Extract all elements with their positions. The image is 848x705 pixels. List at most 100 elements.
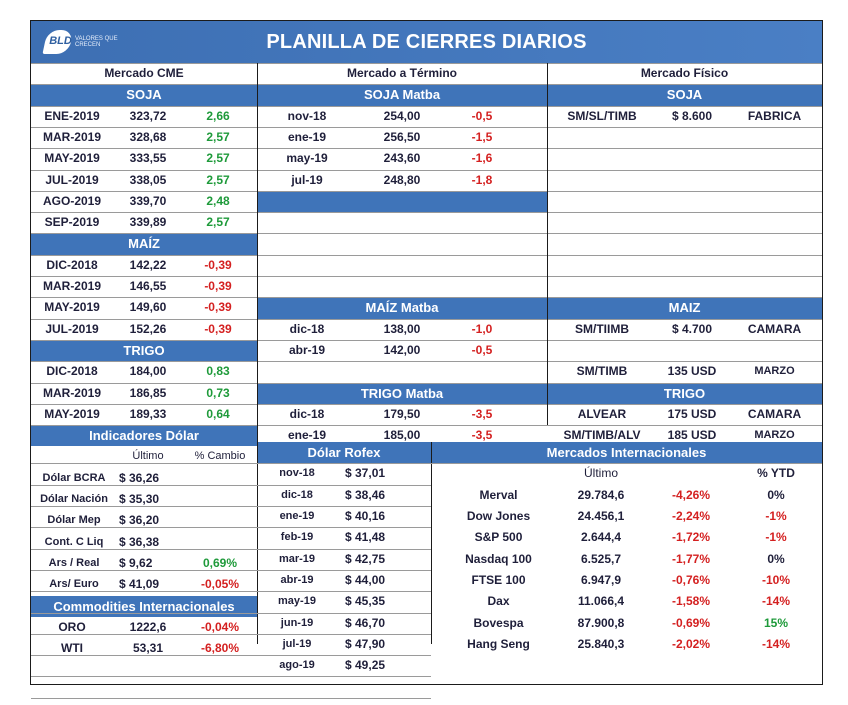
row-divider	[31, 254, 822, 256]
row-divider	[31, 126, 822, 128]
cme-maiz-change: -0,39	[204, 257, 232, 272]
intl-market-name: FTSE 100	[471, 572, 526, 587]
commodity-value: 1222,6	[129, 619, 167, 634]
rofex-value: $ 45,35	[345, 594, 386, 609]
termino-trigo-header: TRIGO Matba	[257, 382, 547, 404]
cme-soja-price: 339,70	[129, 193, 167, 208]
cme-maiz-price: 146,55	[129, 279, 167, 293]
section-termino-header: Mercado a Término	[257, 63, 547, 85]
intl-market-name: Merval	[479, 487, 518, 502]
fisico-trigo-place: SM/TIMB/ALV	[563, 428, 641, 443]
intl-market-change: -0,69%	[671, 615, 711, 630]
dolar-row-change: 0,69%	[202, 555, 238, 570]
cme-trigo-change: 0,73	[206, 385, 230, 400]
row-divider	[31, 105, 822, 107]
dolar-row-value: $ 35,30	[119, 492, 160, 506]
intl-market-name: Nasdaq 100	[465, 551, 532, 566]
termino-soja-price: 243,60	[383, 151, 421, 166]
cme-trigo-month: MAR-2019	[42, 385, 102, 400]
termino-maiz-change: -0,5	[471, 342, 493, 357]
cme-soja-price: 328,68	[129, 129, 167, 144]
row-divider	[31, 190, 822, 192]
rofex-month: feb-19	[280, 531, 314, 544]
column-divider	[431, 442, 432, 644]
section-cme-header: Mercado CME	[31, 63, 257, 85]
cme-maiz-month: MAR-2019	[42, 279, 102, 293]
dolar-row-value: $ 9,62	[119, 555, 153, 570]
row-divider	[431, 463, 822, 465]
row-divider	[31, 318, 822, 320]
section-fisico-header: Mercado Físico	[547, 63, 822, 85]
rofex-value: $ 44,00	[345, 572, 386, 587]
cme-soja-month: SEP-2019	[44, 215, 100, 230]
dolar-row-change	[183, 468, 257, 489]
dolar-row-name: Cont. C Liq	[44, 535, 104, 548]
row-divider	[31, 569, 431, 571]
termino-soja-price: 256,50	[383, 129, 421, 144]
intl-market-last: 2.644,4	[580, 530, 622, 545]
fisico-trigo-price: 185 USD	[667, 428, 717, 443]
intl-market-name: Bovespa	[473, 615, 524, 630]
fisico-maiz-ref: MARZO	[754, 365, 795, 378]
row-divider	[31, 148, 822, 150]
rofex-month: ene-19	[279, 510, 315, 523]
dolar-row-name: Dólar BCRA	[42, 471, 106, 484]
intl-market-name: Dow Jones	[466, 509, 531, 524]
intl-market-ytd: -1%	[765, 509, 787, 524]
bld-logo: BLD VALORES QUE CRECEN	[42, 30, 141, 54]
rofex-value: $ 41,48	[345, 530, 386, 545]
dolar-col-change: % Cambio	[194, 450, 246, 463]
dolar-row-value: $ 36,20	[119, 513, 160, 528]
termino-soja-change: -1,6	[471, 151, 493, 166]
termino-soja-month: ene-19	[287, 129, 327, 144]
rofex-month: ago-19	[279, 659, 315, 672]
termino-maiz-month: abr-19	[288, 342, 326, 357]
row-divider	[31, 425, 822, 427]
intl-market-ytd: 0%	[767, 487, 785, 502]
termino-trigo-price: 185,00	[383, 428, 421, 443]
cme-soja-month: ENE-2019	[44, 108, 100, 123]
termino-maiz-month: dic-18	[289, 321, 325, 336]
rofex-value: $ 49,25	[345, 658, 386, 673]
cme-trigo-change: 0,83	[206, 364, 230, 379]
dolar-col-last: Último	[132, 450, 164, 463]
fisico-maiz-ref: CAMARA	[747, 321, 802, 336]
termino-maiz-header: MAÍZ Matba	[257, 297, 547, 319]
title-banner: BLD VALORES QUE CRECEN PLANILLA DE CIERR…	[31, 21, 822, 63]
cme-trigo-month: DIC-2018	[46, 364, 98, 379]
cme-soja-change: 2,66	[206, 108, 230, 123]
intl-market-change: -0,76%	[671, 572, 711, 587]
termino-soja-change: -1,5	[471, 129, 493, 144]
termino-maiz-price: 138,00	[383, 321, 421, 336]
fisico-maiz-place: SM/TIMB	[576, 364, 628, 379]
dolar-row-name: Ars / Real	[48, 556, 100, 569]
cme-trigo-month: MAY-2019	[44, 406, 100, 421]
cme-soja-change: 2,57	[206, 129, 230, 144]
termino-soja-blank-bar	[257, 190, 547, 213]
rofex-month: abr-19	[280, 573, 314, 586]
fisico-trigo-ref: CAMARA	[747, 406, 802, 421]
cme-soja-month: MAY-2019	[44, 151, 100, 166]
intl-market-change: -1,72%	[671, 530, 711, 545]
rofex-month: jul-19	[282, 637, 312, 650]
intl-col-last: Último	[583, 466, 618, 481]
fisico-soja-header: SOJA	[547, 84, 822, 106]
row-divider	[31, 527, 431, 529]
intl-market-change: -1,58%	[671, 594, 711, 609]
termino-soja-change: -1,8	[471, 172, 493, 187]
cme-maiz-month: JUL-2019	[45, 321, 99, 336]
commodities-header: Commodities Internacionales	[31, 595, 257, 617]
intl-market-name: Hang Seng	[467, 636, 530, 651]
termino-soja-price: 248,80	[383, 172, 421, 187]
row-divider	[31, 84, 822, 86]
rofex-value: $ 46,70	[345, 615, 386, 630]
dolar-row-name: Dólar Nación	[40, 493, 108, 505]
fisico-trigo-price: 175 USD	[667, 406, 717, 421]
row-divider	[31, 591, 431, 593]
row-divider	[31, 676, 431, 678]
intl-market-last: 24.456,1	[577, 509, 625, 524]
rofex-month: mar-19	[278, 552, 316, 565]
termino-soja-change: -0,5	[471, 108, 493, 123]
intl-market-ytd: -14%	[761, 594, 790, 609]
intl-col-ytd: % YTD	[757, 466, 795, 481]
